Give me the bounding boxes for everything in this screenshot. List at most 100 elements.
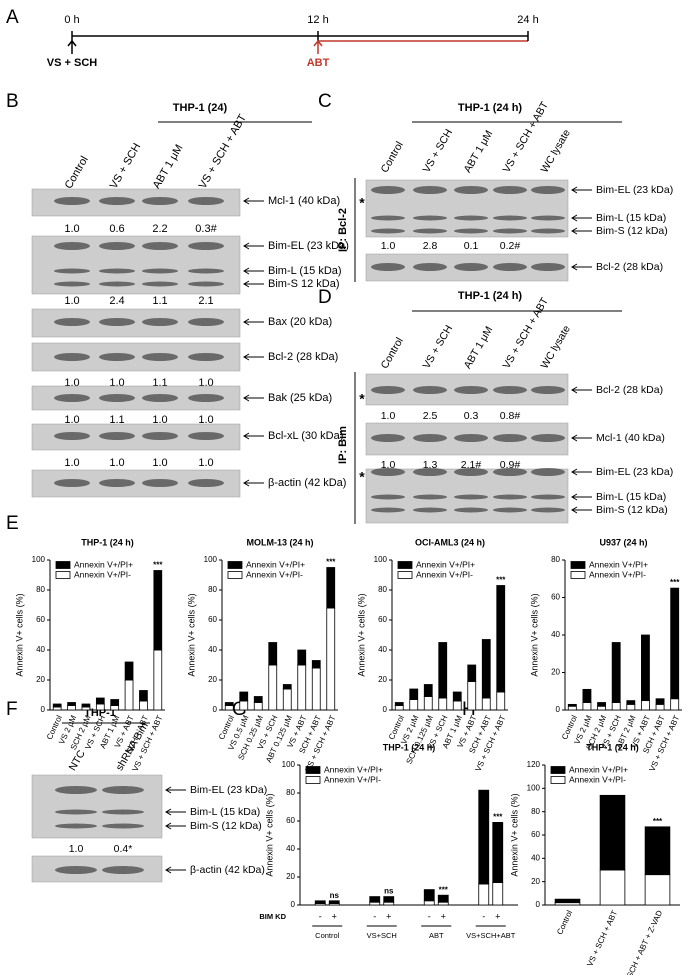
y-tick-label: 80 <box>36 585 45 594</box>
bar-segment <box>597 702 606 707</box>
bar-segment <box>423 900 435 906</box>
bar-segment <box>655 703 665 711</box>
y-tick-label: 20 <box>378 675 387 684</box>
blot-title: THP-1 (24 h) <box>458 102 523 114</box>
band <box>54 353 90 361</box>
legend-swatch <box>550 776 566 784</box>
bar-segment <box>599 869 626 906</box>
lane-label: VS + SCH <box>421 127 455 175</box>
y-tick-label: 60 <box>208 615 217 624</box>
y-tick-label: 40 <box>208 645 217 654</box>
legend-label: Annexin V+/PI- <box>416 569 473 579</box>
quant-value: 2.5 <box>423 410 438 422</box>
bar-segment <box>437 894 449 903</box>
lane-label: ABT 1 μM <box>151 143 186 191</box>
band-label: Mcl-1 (40 kDa) <box>268 195 340 207</box>
significance: *** <box>493 813 503 822</box>
marker: * <box>359 391 365 407</box>
bar-segment <box>478 789 490 885</box>
bar-segment <box>611 702 621 711</box>
y-tick-label: 80 <box>286 788 295 797</box>
chart-title: U937 (24 h) <box>599 537 647 547</box>
band <box>531 186 565 194</box>
x-tick-label: + <box>332 911 337 921</box>
band-arrow <box>243 267 264 275</box>
quant-value: 1.0 <box>64 457 79 469</box>
band-label: Bim-S (12 kDa) <box>596 504 668 516</box>
band-arrow <box>165 808 186 816</box>
band-label: Bim-S (12 kDa) <box>596 225 668 237</box>
x-tick-label: - <box>373 911 376 921</box>
legend-swatch <box>305 766 321 774</box>
bar-segment <box>282 684 292 690</box>
bar-segment <box>496 691 506 711</box>
blot-title: THP-1 (24) <box>173 102 228 114</box>
band-label: β-actin (42 kDa) <box>190 864 265 876</box>
x-tick-label: - <box>482 911 485 921</box>
band <box>454 186 488 194</box>
bar-segment <box>641 700 650 711</box>
y-tick-label: 40 <box>378 645 387 654</box>
blot <box>31 855 163 883</box>
band-label: Bcl-xL (30 kDa) <box>268 430 343 442</box>
bar-segment <box>437 901 449 906</box>
band-arrow <box>571 506 592 514</box>
bar-segment <box>423 684 433 697</box>
band <box>493 494 527 500</box>
treatment-arrow <box>67 39 77 54</box>
band <box>99 197 135 205</box>
time-label: 12 h <box>307 14 328 26</box>
band-arrow <box>571 386 592 394</box>
band <box>531 228 565 234</box>
y-tick-label: 100 <box>204 555 218 564</box>
bar-segment <box>139 700 148 711</box>
treatment-label: ABT <box>307 57 330 69</box>
band <box>188 479 224 487</box>
bar-segment <box>644 826 671 876</box>
band <box>102 866 144 874</box>
band <box>413 434 447 442</box>
band <box>531 494 565 500</box>
band-arrow <box>571 227 592 235</box>
band <box>188 353 224 361</box>
band-arrow <box>571 434 592 442</box>
y-tick-label: 20 <box>551 668 560 677</box>
bar-segment <box>326 567 336 609</box>
quant-value: 1.0 <box>152 414 167 426</box>
band <box>413 386 447 394</box>
band <box>371 468 405 476</box>
lane-label: WC lysate <box>539 323 573 371</box>
blot-title: THP-1 (24 h) <box>458 290 523 302</box>
y-tick-label: 40 <box>36 645 45 654</box>
legend-swatch <box>305 776 321 784</box>
legend-swatch <box>227 561 243 569</box>
group-label: ABT <box>429 931 444 940</box>
y-tick-label: 0 <box>213 705 218 714</box>
bar-segment <box>81 706 91 711</box>
legend-label: Annexin V+/PI+ <box>589 559 648 569</box>
bar-segment <box>326 607 336 711</box>
x-tick-label: VS + SCH + ABT + Z-VAD <box>617 909 665 975</box>
y-tick-label: 40 <box>286 844 295 853</box>
bar-segment <box>297 649 307 666</box>
y-axis-title: Annexin V+ cells (%) <box>529 593 539 676</box>
band-label: Bim-EL (23 kDa) <box>268 240 349 252</box>
bar-segment <box>567 703 577 707</box>
significance: *** <box>439 885 449 894</box>
band <box>188 197 224 205</box>
band <box>493 228 527 234</box>
marker: * <box>359 195 365 211</box>
band-label: Bim-L (15 kDa) <box>596 212 666 224</box>
panel-label: C <box>318 91 332 112</box>
quant-value: 1.0 <box>198 457 213 469</box>
legend-swatch <box>550 766 566 774</box>
legend-label: Annexin V+/PI- <box>569 774 626 784</box>
panel-label: B <box>6 91 19 112</box>
y-axis-title: Annexin V+ cells (%) <box>509 793 519 876</box>
bar-segment <box>124 679 134 711</box>
x-tick-label: + <box>495 911 500 921</box>
band <box>142 197 178 205</box>
bar-segment <box>438 697 448 711</box>
bar-segment <box>467 681 477 711</box>
band <box>454 468 488 476</box>
